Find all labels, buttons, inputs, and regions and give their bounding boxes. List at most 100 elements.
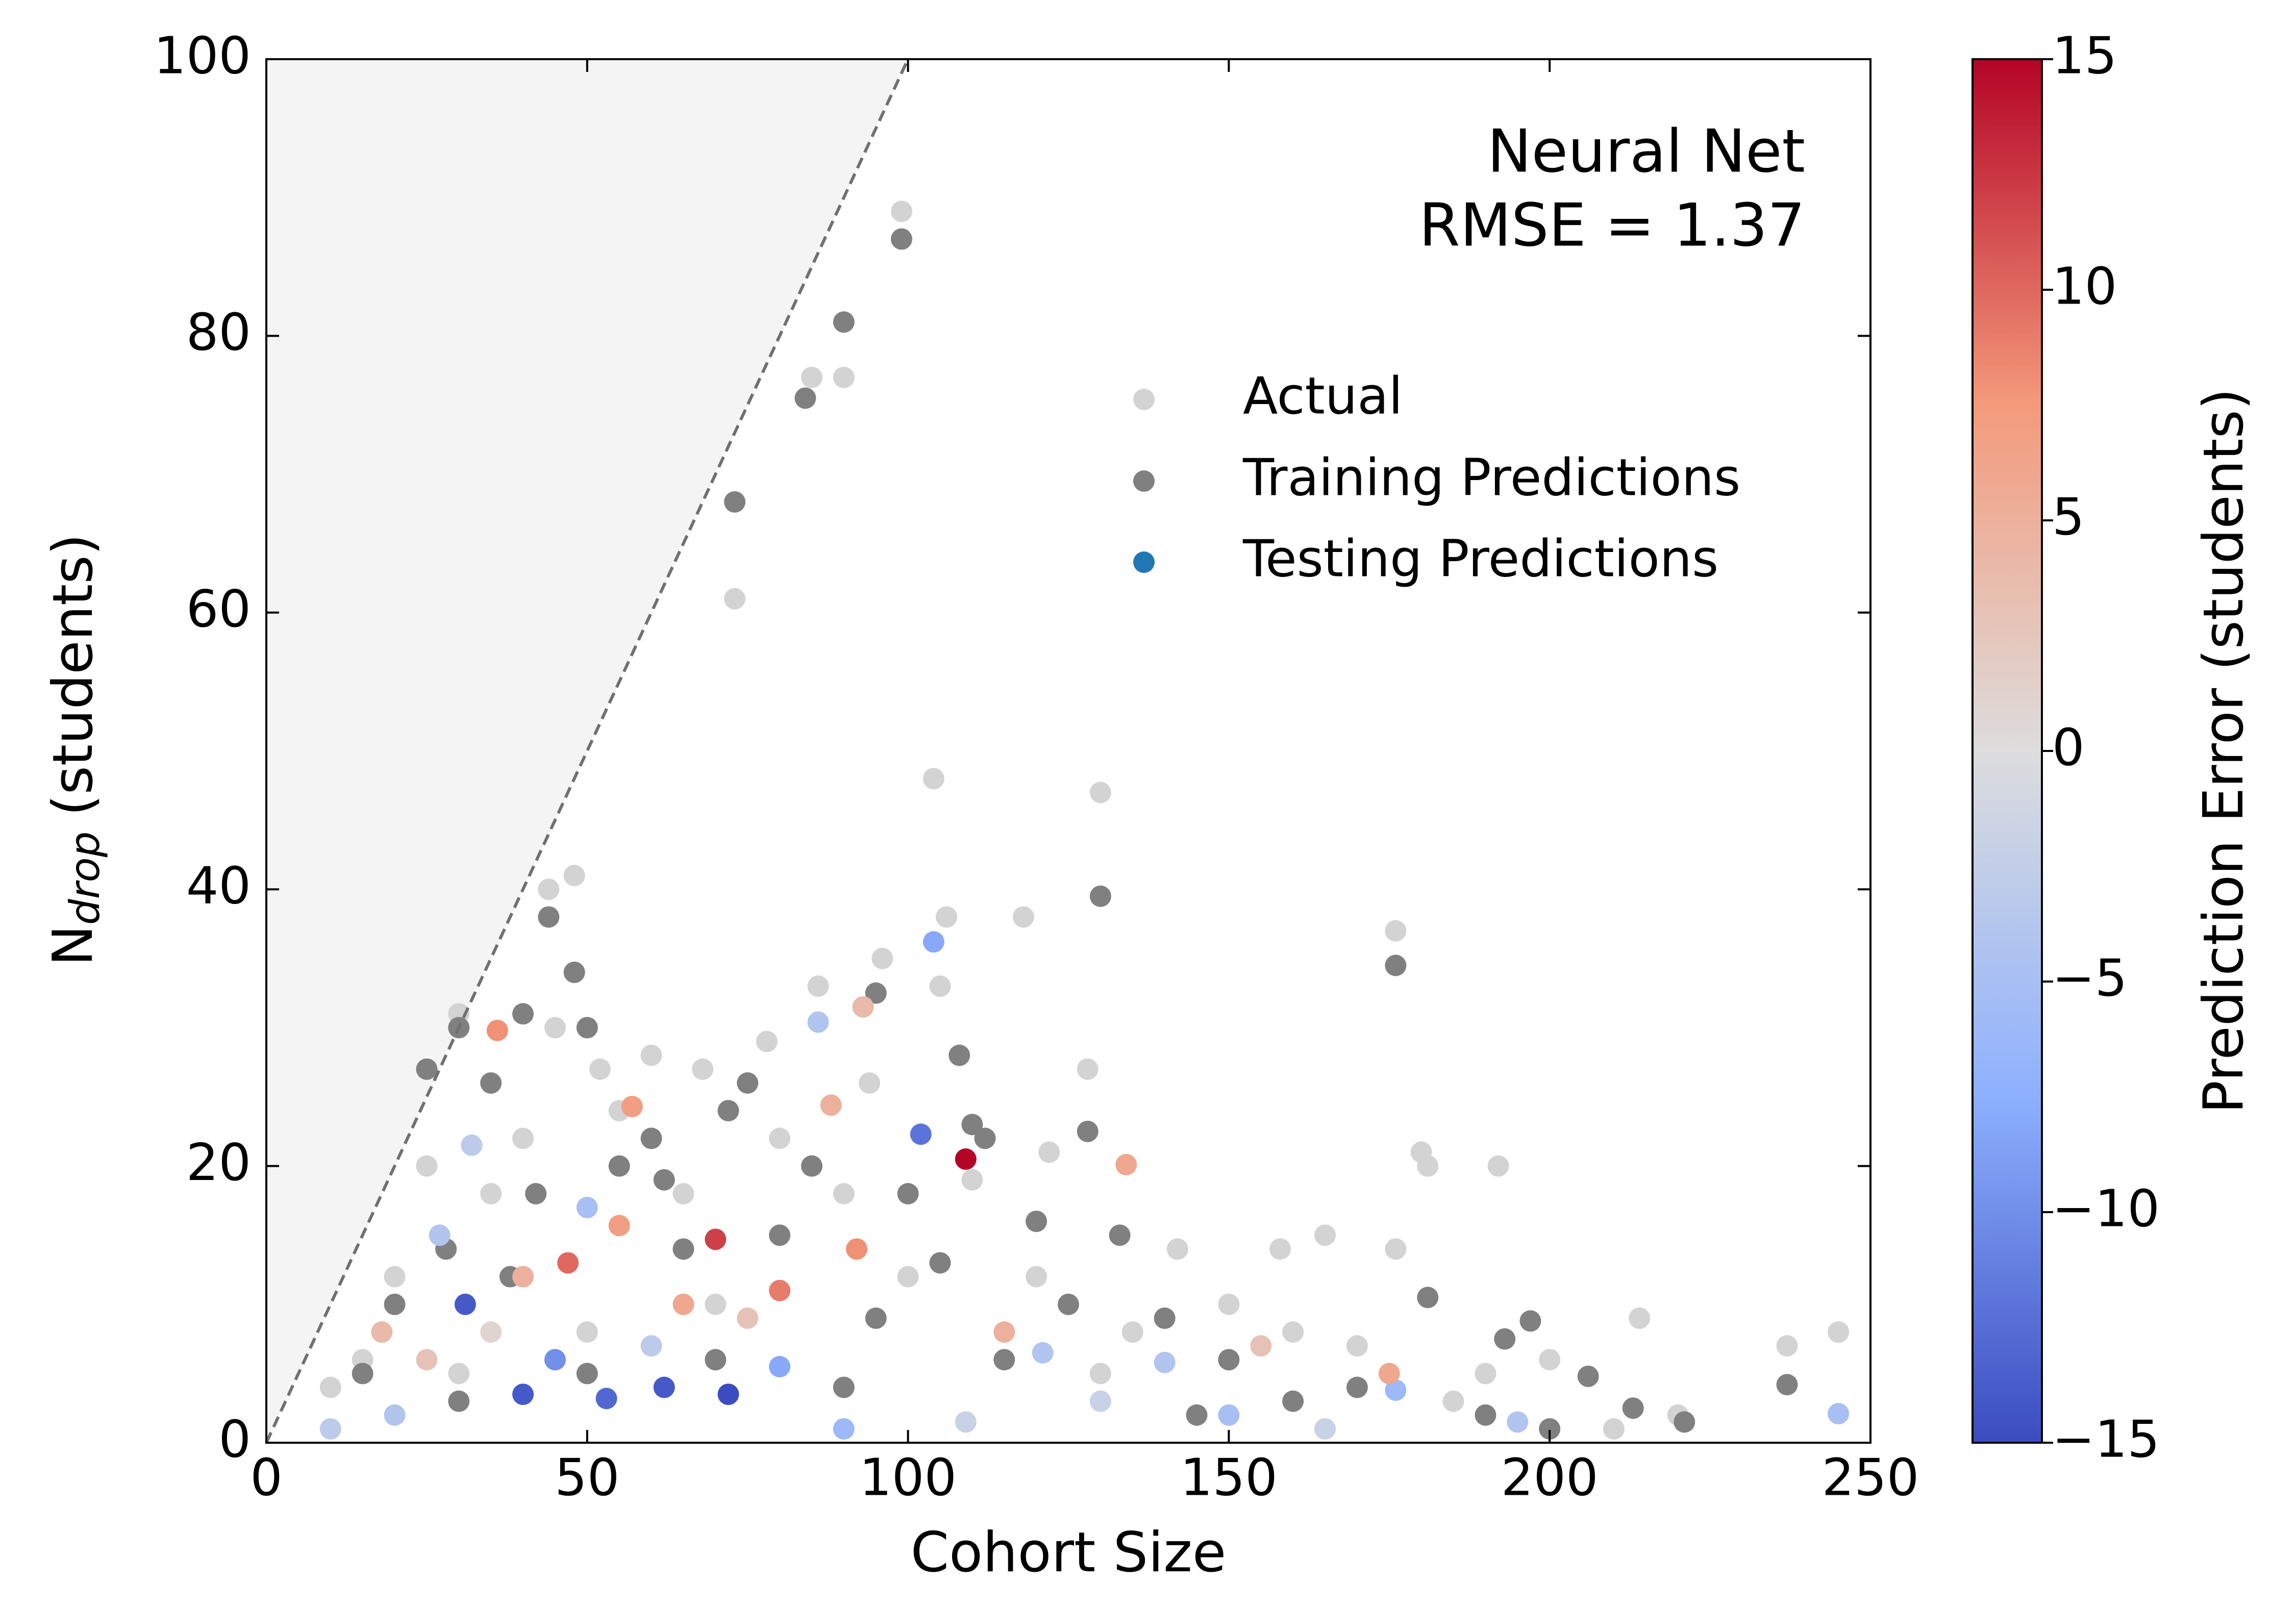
annotation: Neural Net — [1487, 117, 1805, 186]
point — [910, 1123, 932, 1145]
point — [929, 1252, 951, 1274]
point — [737, 1072, 759, 1094]
y-label-sub: drop — [61, 832, 109, 925]
x-tick-label: 250 — [1822, 1447, 1919, 1507]
point — [929, 975, 951, 997]
point — [891, 200, 913, 222]
point — [705, 1349, 727, 1371]
y-label-rest: (students) — [41, 534, 105, 816]
infeasible-region — [266, 59, 908, 1443]
point — [993, 1321, 1015, 1343]
point — [1519, 1310, 1541, 1332]
y-tick-label: 0 — [218, 1409, 251, 1469]
point — [1577, 1365, 1599, 1387]
point — [717, 1100, 739, 1122]
point — [538, 878, 560, 900]
point — [1776, 1335, 1798, 1357]
point — [454, 1293, 476, 1315]
point — [563, 865, 585, 887]
legend-label: Testing Predictions — [1242, 529, 1718, 588]
point — [1475, 1363, 1496, 1385]
point — [1115, 1153, 1137, 1175]
point — [769, 1127, 791, 1149]
point — [1603, 1418, 1625, 1440]
y-tick-label: 80 — [186, 303, 251, 362]
point — [1218, 1293, 1240, 1315]
point — [1186, 1404, 1208, 1426]
point — [1475, 1404, 1496, 1426]
point — [1154, 1307, 1176, 1329]
point — [640, 1335, 662, 1357]
point — [871, 947, 893, 969]
colorbar-tick-label: 10 — [2052, 256, 2117, 316]
point — [557, 1252, 579, 1274]
point — [1269, 1238, 1291, 1260]
point — [352, 1363, 373, 1385]
point — [1077, 1058, 1099, 1080]
legend-marker — [1133, 551, 1155, 573]
point — [319, 1418, 341, 1440]
colorbar — [1971, 58, 2043, 1444]
point — [852, 996, 874, 1018]
point — [1089, 1390, 1111, 1412]
point — [794, 387, 816, 409]
point — [576, 1321, 598, 1343]
point — [833, 1183, 855, 1204]
x-tick-label: 50 — [555, 1447, 619, 1507]
y-label-main: N — [41, 925, 105, 966]
point — [595, 1388, 617, 1410]
point — [512, 1266, 534, 1288]
y-tick-label: 60 — [186, 579, 251, 639]
point — [1314, 1418, 1336, 1440]
point — [922, 768, 944, 790]
y-axis-label: Ndrop (students) — [41, 534, 109, 966]
point — [705, 1228, 727, 1250]
point — [621, 1095, 643, 1117]
point — [672, 1183, 694, 1204]
point — [724, 491, 746, 513]
x-tick-label: 150 — [1180, 1447, 1278, 1507]
y-tick-label: 20 — [186, 1133, 251, 1192]
point — [1346, 1376, 1368, 1398]
point — [416, 1349, 438, 1371]
legend-marker — [1133, 389, 1155, 410]
plot-frame — [265, 58, 1871, 1444]
point — [544, 1349, 566, 1371]
point — [845, 1238, 867, 1260]
point — [833, 1376, 855, 1398]
point — [653, 1376, 675, 1398]
point — [480, 1072, 502, 1094]
point — [769, 1279, 791, 1301]
point — [936, 906, 958, 928]
point — [949, 1044, 970, 1066]
point — [993, 1349, 1015, 1371]
point — [1385, 955, 1407, 976]
legend-label: Actual — [1243, 366, 1403, 425]
point — [807, 1011, 829, 1033]
point — [672, 1238, 694, 1260]
point — [1314, 1224, 1336, 1246]
x-axis-label: Cohort Size — [911, 1521, 1227, 1585]
point — [1109, 1224, 1131, 1246]
point — [1776, 1374, 1798, 1396]
point — [384, 1266, 406, 1288]
point — [833, 311, 855, 333]
point — [1539, 1418, 1561, 1440]
point — [859, 1072, 881, 1094]
point — [1089, 782, 1111, 804]
point — [891, 228, 913, 250]
y-tick-label: 100 — [154, 26, 251, 85]
point — [833, 366, 855, 388]
point — [1032, 1342, 1054, 1364]
point — [961, 1169, 983, 1191]
y-tick-label: 40 — [186, 856, 251, 916]
legend-marker — [1133, 470, 1155, 492]
point — [1385, 1238, 1407, 1260]
plot-points — [319, 200, 1850, 1440]
point — [1250, 1335, 1272, 1357]
point — [1346, 1335, 1368, 1357]
point — [1385, 920, 1407, 942]
point — [371, 1321, 393, 1343]
point — [955, 1148, 977, 1170]
